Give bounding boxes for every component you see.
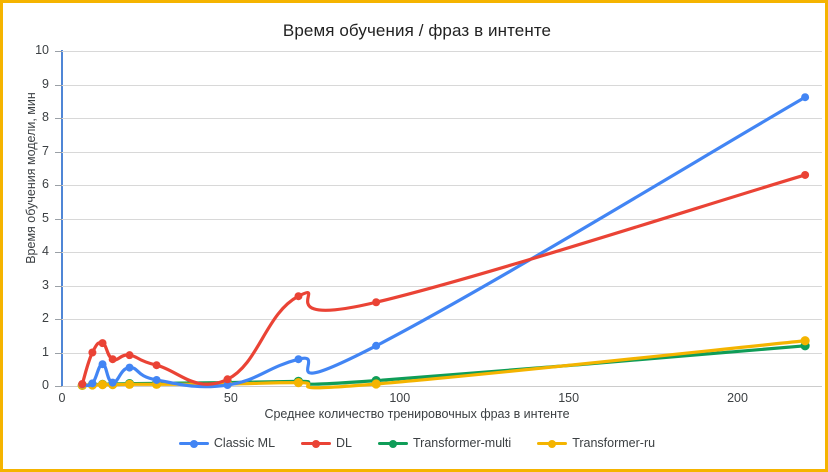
y-tick-mark xyxy=(55,386,62,387)
gridline xyxy=(62,319,822,320)
data-point-marker xyxy=(88,379,97,388)
y-tick-mark xyxy=(55,118,62,119)
y-tick-label: 2 xyxy=(42,311,49,325)
data-point-marker xyxy=(88,348,97,357)
y-tick-mark xyxy=(55,352,62,354)
series-line xyxy=(80,95,807,389)
data-point-marker xyxy=(98,339,107,348)
legend-marker-icon xyxy=(548,439,557,448)
gridline xyxy=(62,386,822,387)
legend-label: Transformer-ru xyxy=(572,436,656,450)
y-tick-mark xyxy=(55,84,62,86)
data-point-marker xyxy=(294,355,303,364)
data-point-marker xyxy=(372,298,381,307)
data-point-marker xyxy=(78,379,87,388)
y-tick-label: 9 xyxy=(42,76,49,91)
data-point-marker xyxy=(801,170,810,179)
y-tick-mark xyxy=(55,319,62,320)
x-tick-label: 0 xyxy=(58,391,66,405)
legend-color-swatch xyxy=(178,437,209,449)
legend-label: DL xyxy=(336,436,353,450)
y-tick-label: 0 xyxy=(42,378,49,392)
y-tick-label: 4 xyxy=(42,244,49,258)
data-point-marker xyxy=(293,378,304,388)
x-tick-label: 200 xyxy=(727,391,748,405)
y-tick-label: 3 xyxy=(42,277,49,292)
gridline xyxy=(62,51,822,52)
y-tick-mark xyxy=(55,51,62,52)
y-tick-mark xyxy=(55,151,62,153)
gridline xyxy=(62,185,822,186)
y-tick-mark xyxy=(55,185,62,186)
series-lines xyxy=(77,93,810,390)
data-point-marker xyxy=(371,379,381,389)
y-tick-label: 1 xyxy=(42,344,49,359)
data-point-marker xyxy=(97,380,108,390)
data-point-marker xyxy=(125,363,134,372)
data-point-marker xyxy=(108,355,117,364)
data-point-marker xyxy=(372,341,381,350)
plot-area xyxy=(62,51,822,390)
y-tick-label: 10 xyxy=(35,43,49,57)
data-point-marker xyxy=(124,379,135,389)
gridline xyxy=(62,151,822,153)
y-tick-label: 7 xyxy=(42,143,49,158)
chart-title: Время обучения / фраз в интенте xyxy=(282,21,552,40)
y-tick-mark xyxy=(55,218,62,220)
legend-color-swatch xyxy=(378,437,409,449)
legend-item[interactable]: Transformer-ru xyxy=(537,436,655,450)
x-tick-label: 100 xyxy=(389,391,411,405)
gridline xyxy=(62,84,822,86)
legend-marker-icon xyxy=(389,439,398,448)
x-tick-label: 50 xyxy=(223,391,238,405)
data-point-marker xyxy=(152,361,161,370)
legend-color-swatch xyxy=(537,437,568,449)
data-point-marker xyxy=(294,292,303,301)
data-point-marker xyxy=(152,375,161,384)
data-point-marker xyxy=(223,375,232,384)
y-tick-mark xyxy=(55,285,62,287)
legend-label: Classic ML xyxy=(213,436,276,450)
y-tick-label: 6 xyxy=(42,177,49,191)
legend-color-swatch xyxy=(301,437,332,449)
gridline xyxy=(62,352,822,354)
gridline xyxy=(62,252,822,253)
y-tick-mark xyxy=(55,252,62,253)
x-axis-title: Среднее количество тренировочных фраз в … xyxy=(264,407,570,421)
legend-label: Transformer-multi xyxy=(413,436,512,450)
data-point-marker xyxy=(125,351,134,360)
data-point-marker xyxy=(98,360,107,369)
y-tick-label: 5 xyxy=(42,210,49,225)
legend-item[interactable]: DL xyxy=(301,436,352,450)
data-point-marker xyxy=(800,336,810,346)
chart-legend: Classic ML DL Transformer-multi Transformer… xyxy=(3,436,825,450)
x-tick-label: 150 xyxy=(558,391,580,405)
legend-item[interactable]: Transformer-multi xyxy=(378,436,511,450)
legend-item[interactable]: Classic ML xyxy=(178,436,276,450)
data-point-marker xyxy=(801,93,810,102)
legend-marker-icon xyxy=(189,439,198,448)
data-point-marker xyxy=(108,378,117,387)
gridline xyxy=(62,218,822,220)
y-tick-label: 8 xyxy=(42,110,49,124)
legend-marker-icon xyxy=(312,439,321,448)
data-point-marker xyxy=(223,381,232,389)
gridline xyxy=(62,118,822,119)
